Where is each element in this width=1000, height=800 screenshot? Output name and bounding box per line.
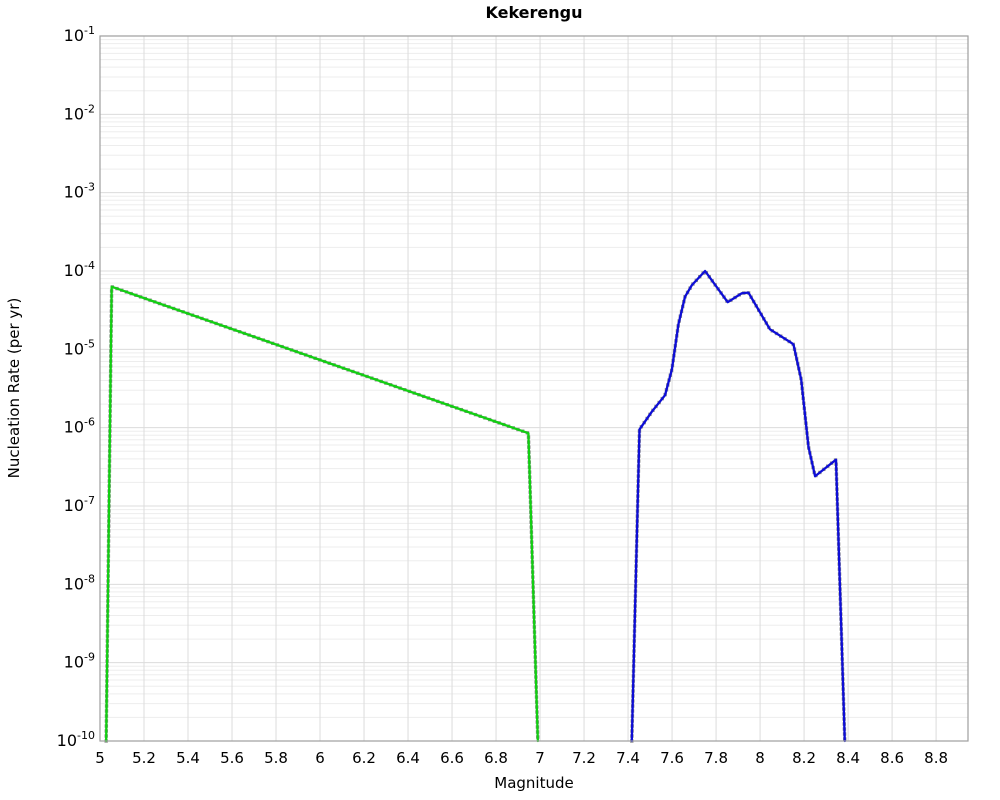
x-tick-label: 8.2 xyxy=(792,749,816,767)
x-tick-label: 7.8 xyxy=(704,749,728,767)
y-tick-label: 10-9 xyxy=(64,651,95,672)
x-tick-label: 6.2 xyxy=(352,749,376,767)
x-tick-label: 6 xyxy=(315,749,325,767)
x-tick-label: 8 xyxy=(755,749,765,767)
x-tick-label: 6.8 xyxy=(484,749,508,767)
y-tick-label: 10-10 xyxy=(57,729,95,750)
y-axis-label: Nucleation Rate (per yr) xyxy=(5,297,23,479)
blue-curve-line xyxy=(630,269,846,743)
y-tick-label: 10-6 xyxy=(64,416,95,437)
x-tick-label: 5 xyxy=(95,749,105,767)
x-tick-label: 5.4 xyxy=(176,749,200,767)
green-curve-line xyxy=(105,285,539,743)
x-tick-label: 5.8 xyxy=(264,749,288,767)
x-tick-label: 7 xyxy=(535,749,545,767)
plot-frame xyxy=(99,35,969,742)
y-tick-label: 10-8 xyxy=(64,572,95,593)
x-tick-label: 7.6 xyxy=(660,749,684,767)
x-tick-label: 8.4 xyxy=(836,749,860,767)
y-tick-label: 10-5 xyxy=(64,337,95,358)
y-tick-label: 10-1 xyxy=(64,24,95,45)
y-tick-label: 10-4 xyxy=(64,259,95,280)
x-tick-label: 7.4 xyxy=(616,749,640,767)
y-tick-label: 10-7 xyxy=(64,494,95,515)
x-tick-label: 5.2 xyxy=(132,749,156,767)
x-axis-label: Magnitude xyxy=(494,774,574,792)
x-tick-label: 6.6 xyxy=(440,749,464,767)
x-tick-label: 8.6 xyxy=(880,749,904,767)
y-tick-label: 10-2 xyxy=(64,102,95,123)
x-tick-label: 6.4 xyxy=(396,749,420,767)
x-tick-label: 8.8 xyxy=(924,749,948,767)
x-tick-label: 7.2 xyxy=(572,749,596,767)
x-tick-label: 5.6 xyxy=(220,749,244,767)
chart-title: Kekerengu xyxy=(485,3,583,22)
y-tick-label: 10-3 xyxy=(64,181,95,202)
